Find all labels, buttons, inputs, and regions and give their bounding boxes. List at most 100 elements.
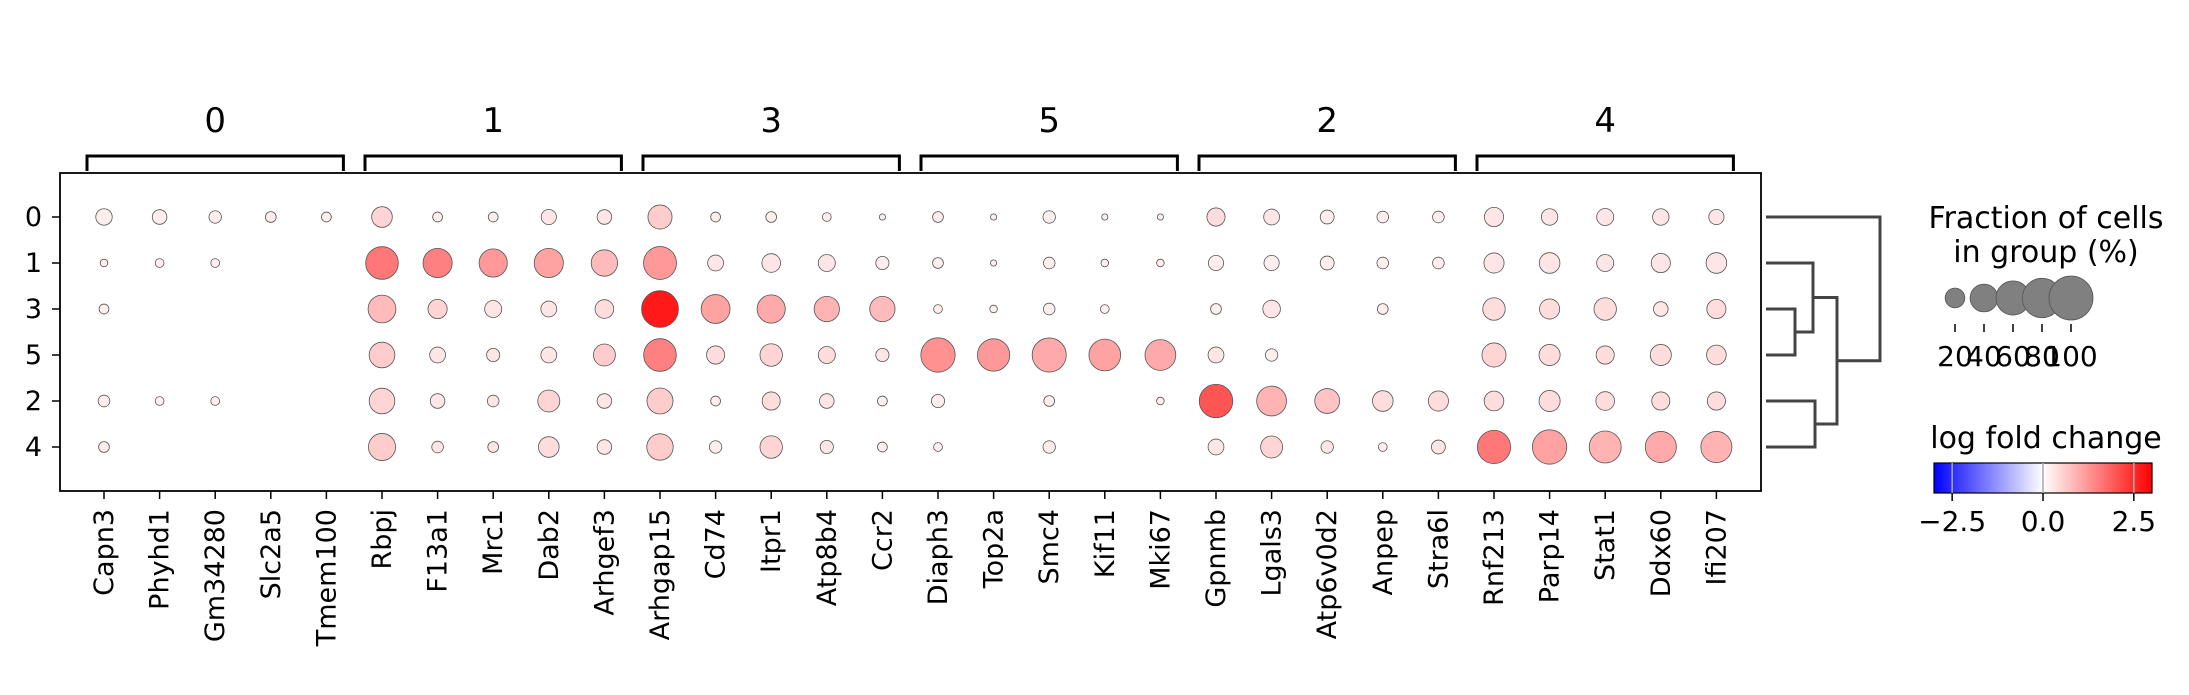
dot-2-Arhgap15 xyxy=(646,387,674,415)
dot-0-Gm34280 xyxy=(208,210,222,224)
dot-0-Itpr1 xyxy=(765,211,777,223)
dot-1-Ccr2 xyxy=(875,255,890,270)
gene-label: Gpnmb xyxy=(1201,509,1232,608)
dot-4-F13a1 xyxy=(431,440,444,454)
dot-2-Atp6v0d2 xyxy=(1314,388,1341,414)
dot-2-Phyhd1 xyxy=(154,396,165,406)
dot-4-Lgals3 xyxy=(1260,435,1283,459)
group-label: 4 xyxy=(1594,101,1616,141)
group-label: 0 xyxy=(204,101,226,141)
dot-4-Arhgef3 xyxy=(596,439,613,455)
size-legend-label: 60 xyxy=(1995,340,2031,373)
gene-label: Top2a xyxy=(979,509,1010,589)
size-legend-dot xyxy=(1969,283,1999,313)
dot-0-Top2a xyxy=(990,213,998,221)
dot-3-Top2a xyxy=(989,304,998,314)
dot-3-Gpnmb xyxy=(1210,303,1222,315)
colorbar-tick-label: 0.0 xyxy=(2021,505,2066,538)
dendrogram-branch xyxy=(1766,215,1882,363)
gene-label: Parp14 xyxy=(1535,509,1566,603)
dot-0-Capn3 xyxy=(95,208,113,226)
dot-4-Gpnmb xyxy=(1207,438,1225,456)
group-bracket xyxy=(363,154,623,171)
dot-0-F13a1 xyxy=(432,211,443,223)
row-label: 2 xyxy=(25,386,42,417)
gene-label: Phyhd1 xyxy=(145,509,176,610)
dot-1-Atp6v0d2 xyxy=(1319,255,1335,271)
size-legend-label: 100 xyxy=(2044,340,2097,373)
dot-1-Arhgef3 xyxy=(590,249,619,277)
dot-5-Rbpj xyxy=(368,341,396,369)
dot-3-Stat1 xyxy=(1593,297,1617,321)
dot-3-F13a1 xyxy=(427,299,448,319)
dot-2-Anpep xyxy=(1372,390,1394,412)
dot-2-Parp14 xyxy=(1538,390,1561,412)
dot-0-Atp6v0d2 xyxy=(1319,209,1335,225)
dot-1-Parp14 xyxy=(1538,252,1561,274)
group-bracket xyxy=(641,154,901,171)
dot-0-Rnf213 xyxy=(1484,207,1504,227)
dot-4-Arhgap15 xyxy=(646,433,674,461)
dot-5-Ccr2 xyxy=(875,347,890,362)
dot-3-Arhgef3 xyxy=(594,299,615,319)
dot-2-Rnf213 xyxy=(1483,390,1505,412)
gene-label: Ddx60 xyxy=(1646,509,1677,597)
dot-4-Ccr2 xyxy=(877,441,888,453)
group-brackets: 0 1 3 5 2 4 xyxy=(85,101,1735,171)
colorbar-tick-label: 2.5 xyxy=(2112,505,2157,538)
dendrogram xyxy=(1766,215,1882,449)
column-axis: Capn3 Phyhd1 Gm34280 Slc2a5 Tmem100 Rbpj F13a1… xyxy=(89,491,1732,647)
gene-label: F13a1 xyxy=(423,509,454,593)
dot-0-Anpep xyxy=(1376,210,1390,224)
dot-1-Diaph3 xyxy=(932,257,944,269)
dot-4-Diaph3 xyxy=(933,442,943,452)
dot-0-Parp14 xyxy=(1540,208,1559,226)
dot-2-Smc4 xyxy=(1043,395,1055,407)
dot-5-Rnf213 xyxy=(1481,342,1507,368)
dot-2-Ifi207 xyxy=(1706,391,1726,411)
dot-5-Arhgap15 xyxy=(643,338,677,372)
gene-label: Cd74 xyxy=(701,509,732,579)
group-label: 1 xyxy=(482,101,504,141)
dot-3-Parp14 xyxy=(1539,298,1561,320)
dot-2-Gm34280 xyxy=(210,396,221,406)
dot-4-Smc4 xyxy=(1042,440,1056,454)
dot-5-Stat1 xyxy=(1595,345,1615,365)
dot-3-Rbpj xyxy=(367,294,397,324)
gene-label: Ifi207 xyxy=(1701,509,1732,586)
gene-label: Rnf213 xyxy=(1479,509,1510,606)
dot-4-Capn3 xyxy=(98,441,110,453)
dot-1-Kif11 xyxy=(1100,258,1110,268)
dot-2-Stra6l xyxy=(1427,390,1449,412)
gene-label: Atp8b4 xyxy=(812,509,843,606)
dot-5-Atp8b4 xyxy=(817,346,836,364)
dot-0-Tmem100 xyxy=(321,211,332,223)
size-legend-title-line2: in group (%) xyxy=(1953,235,2138,270)
dot-3-Ifi207 xyxy=(1706,299,1727,319)
dot-0-Arhgap15 xyxy=(647,204,673,230)
dot-2-Cd74 xyxy=(710,395,721,407)
dot-0-Slc2a5 xyxy=(265,211,277,223)
dot-4-Mrc1 xyxy=(487,441,499,453)
dot-3-Rnf213 xyxy=(1482,297,1506,321)
row-label: 0 xyxy=(25,202,42,233)
dot-1-F13a1 xyxy=(422,248,453,278)
row-label: 5 xyxy=(25,340,42,371)
gene-label: Anpep xyxy=(1368,509,1399,595)
dot-1-Gpnmb xyxy=(1207,254,1225,272)
dot-2-Diaph3 xyxy=(931,393,946,408)
dot-3-Atp8b4 xyxy=(813,295,840,323)
dot-0-Diaph3 xyxy=(932,211,944,223)
dot-1-Gm34280 xyxy=(210,258,221,268)
dot-2-F13a1 xyxy=(429,393,446,409)
plot-frame xyxy=(59,172,1762,492)
dot-5-Parp14 xyxy=(1538,344,1561,366)
dot-5-Smc4 xyxy=(1031,337,1067,373)
gene-label: Slc2a5 xyxy=(256,509,287,599)
dot-1-Mrc1 xyxy=(478,248,508,278)
dot-4-Parp14 xyxy=(1532,429,1568,465)
dot-5-Mki67 xyxy=(1144,339,1177,371)
gene-label: Lgals3 xyxy=(1257,509,1288,596)
dot-3-Anpep xyxy=(1377,303,1389,315)
dot-0-Atp8b4 xyxy=(821,212,832,222)
